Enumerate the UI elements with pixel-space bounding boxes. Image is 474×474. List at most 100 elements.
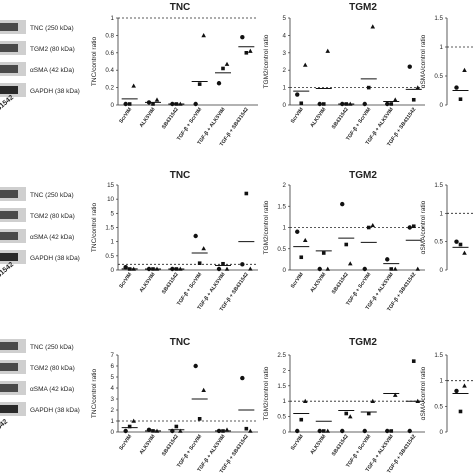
y-tick-label: 0.5 [277, 246, 286, 253]
y-tick-label: 4 [283, 32, 287, 39]
blot-panel: TNC (250 kDa) TGM2 (80 kDa) αSMA (42 kDa) G… [0, 187, 80, 279]
y-tick-label: 0.5 [434, 403, 443, 410]
category-label: ALK5VIM [309, 272, 327, 294]
blot-label: TNC (250 kDa) [30, 344, 74, 351]
data-point-triangle [302, 237, 308, 243]
data-point-circle [385, 428, 390, 434]
category-label: SB431542 [331, 272, 350, 296]
y-axis-label: TNC/control ratio [91, 203, 98, 253]
category-label: ScrVIM [118, 434, 133, 452]
data-point-square [411, 97, 416, 102]
data-point-triangle [462, 383, 467, 388]
y-tick-label: 0 [440, 429, 444, 436]
blot-band [0, 190, 18, 198]
chart-title: TGM2 [349, 170, 377, 181]
chart-title: TGM2 [349, 337, 377, 348]
y-tick-label: 3 [111, 396, 115, 403]
category-label: ScrVIM [290, 434, 305, 452]
data-point-circle [340, 201, 345, 207]
data-point-circle [317, 428, 322, 434]
data-point-square [299, 101, 304, 106]
data-point-circle [193, 233, 198, 239]
y-tick-label: 0.5 [105, 253, 114, 260]
data-point-square [127, 102, 132, 106]
blot-label: αSMA (42 kDa) [30, 386, 74, 393]
data-point-triangle [302, 62, 308, 67]
blot-label: TGM2 (80 kDa) [30, 365, 75, 372]
data-point-triangle [248, 266, 253, 271]
data-point-circle [454, 239, 459, 244]
data-point-circle [407, 428, 412, 434]
y-tick-label: 1 [111, 239, 115, 246]
data-point-triangle [248, 428, 253, 433]
y-tick-label: 1 [283, 398, 287, 405]
category-label: ScrVIM [290, 272, 305, 290]
blot-band [0, 211, 18, 219]
data-point-circle [317, 101, 322, 107]
category-label: ScrVIM [118, 107, 133, 125]
y-axis-label: αSMA/control ratio [420, 200, 427, 254]
category-label: TGF-β + ScrVIM [176, 107, 203, 142]
data-point-square [299, 255, 304, 260]
y-tick-label: 0 [283, 429, 287, 436]
y-tick-label: 2 [283, 367, 287, 374]
category-label: ScrVIM [118, 272, 133, 290]
data-point-triangle [201, 387, 206, 392]
data-point-square [244, 191, 249, 196]
category-label: SB431542 [161, 272, 180, 296]
y-tick-label: 1 [111, 418, 115, 425]
data-point-circle [295, 428, 300, 434]
chart-panel: 0 0.5 1 1.5 2 TGM2/control ratio TGM2 ScrVIM ALK… [263, 170, 425, 313]
data-point-circle [193, 363, 198, 369]
data-point-triangle [415, 85, 421, 90]
y-tick-label: 1.5 [277, 383, 286, 390]
y-tick-label: 0.4 [105, 67, 114, 74]
data-point-square [197, 417, 202, 421]
blot-band [0, 86, 18, 94]
blot-panel: TNC (250 kDa) TGM2 (80 kDa) αSMA (42 kDa) G… [0, 20, 80, 112]
blot-band [0, 65, 18, 73]
data-point-triangle [178, 428, 183, 433]
blot-label: TGM2 (80 kDa) [30, 46, 75, 53]
data-point-circle [385, 101, 390, 107]
data-point-square [244, 426, 249, 431]
y-tick-label: 15 [107, 182, 114, 189]
y-tick-label: 1 [283, 225, 287, 232]
data-point-square [366, 225, 371, 230]
blot-label: GAPDH (38 kDa) [30, 88, 80, 95]
data-point-square [127, 424, 132, 429]
category-label: SB431542 [331, 107, 350, 131]
category-label: ALK5VIM [309, 434, 327, 456]
chart-panel: 0 0.5 1 1.5 αSMA/control ratio [420, 182, 474, 274]
y-tick-label: 0.6 [105, 50, 114, 57]
data-point-square [321, 429, 326, 433]
y-tick-label: 1.5 [434, 182, 443, 189]
data-point-triangle [325, 266, 331, 271]
data-point-triangle [224, 61, 230, 66]
data-point-square [389, 267, 394, 271]
data-point-triangle [415, 266, 421, 271]
data-point-square [344, 242, 349, 247]
y-tick-label: 6 [111, 363, 115, 370]
lane-label: 542 [0, 418, 9, 431]
blot-label: TNC (250 kDa) [30, 192, 74, 199]
western-blot-panels: TNC (250 kDa) TGM2 (80 kDa) αSMA (42 kDa) G… [0, 20, 80, 431]
chart-panel: 0 1 2 3 4 5 6 7 TNC/control ratio TNC ScrVIM ALK5VI… [91, 337, 258, 474]
scatter-charts: 0 0.2 0.4 0.6 0.8 1 TNC/control ratio TNC ScrVIM… [91, 2, 474, 474]
y-tick-label: 1 [440, 378, 444, 385]
data-point-triangle [370, 398, 376, 403]
data-point-triangle [201, 246, 206, 251]
data-point-circle [295, 92, 300, 97]
y-axis-label: αSMA/control ratio [420, 34, 427, 88]
data-point-triangle [248, 48, 253, 53]
y-tick-label: 0 [440, 102, 444, 109]
category-label: SB431542 [161, 434, 180, 458]
data-point-triangle [392, 266, 398, 271]
category-label: ALK5VIM [139, 434, 157, 456]
data-point-square [174, 424, 179, 429]
data-point-circle [123, 264, 128, 270]
blot-label: αSMA (42 kDa) [30, 67, 74, 74]
category-label: TGF-β + ScrVIM [176, 272, 203, 307]
data-point-circle [295, 229, 300, 234]
